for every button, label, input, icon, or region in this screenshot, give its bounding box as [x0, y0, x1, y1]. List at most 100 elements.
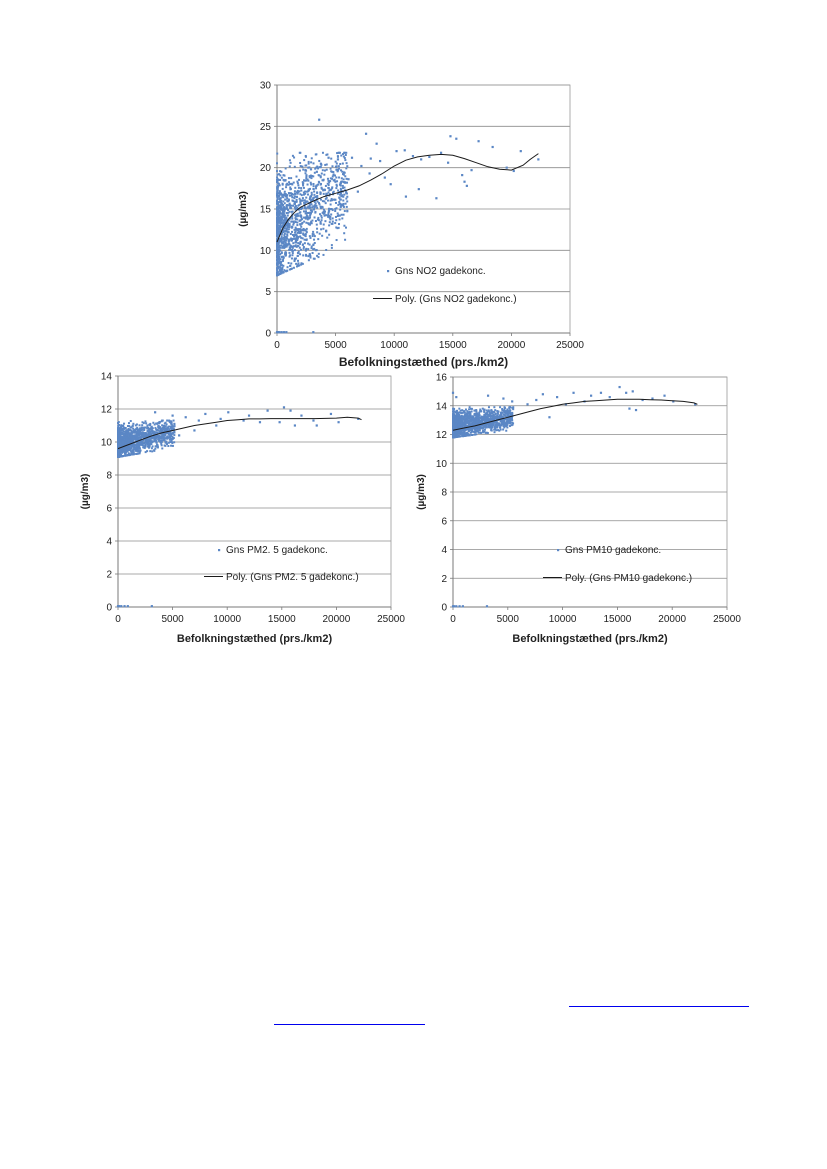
scatter-point: [304, 235, 307, 238]
scatter-point: [281, 187, 284, 190]
scatter-point: [297, 231, 300, 234]
scatter-point: [127, 431, 130, 434]
scatter-point: [161, 439, 164, 442]
scatter-point: [496, 422, 499, 425]
scatter-point: [298, 197, 301, 200]
scatter-point: [369, 157, 372, 160]
scatter-point: [157, 421, 160, 424]
scatter-point: [160, 440, 163, 443]
scatter-point: [335, 239, 338, 242]
scatter-point: [130, 445, 133, 448]
scatter-point: [325, 230, 328, 233]
scatter-point: [295, 200, 298, 203]
scatter-point: [478, 416, 481, 419]
y-tick-label: 4: [106, 537, 112, 548]
scatter-point: [287, 209, 290, 212]
scatter-point: [295, 240, 298, 243]
scatter-point: [166, 443, 169, 446]
hyperlink-underline[interactable]: [274, 1024, 425, 1025]
scatter-point: [301, 221, 304, 224]
scatter-point: [316, 183, 319, 186]
scatter-point: [298, 219, 301, 222]
scatter-point: [280, 225, 283, 228]
scatter-point: [140, 433, 143, 436]
scatter-point: [285, 219, 288, 222]
scatter-point: [345, 151, 348, 154]
scatter-point: [281, 231, 284, 234]
scatter-point: [276, 191, 279, 194]
scatter-point: [277, 234, 280, 237]
scatter-point: [485, 409, 488, 412]
scatter-point: [457, 434, 460, 437]
scatter-point: [300, 248, 303, 251]
scatter-point: [478, 424, 481, 427]
scatter-point: [292, 242, 295, 245]
x-tick-label: 20000: [322, 614, 350, 625]
scatter-point: [322, 227, 325, 230]
scatter-point: [322, 210, 325, 213]
scatter-point: [129, 448, 132, 451]
scatter-point: [293, 237, 296, 240]
scatter-point: [157, 425, 160, 428]
scatter-point: [283, 208, 286, 211]
scatter-point: [278, 197, 281, 200]
scatter-point: [491, 423, 494, 426]
scatter-point: [302, 233, 305, 236]
scatter-point: [511, 423, 514, 426]
scatter-point: [117, 448, 120, 451]
scatter-point: [344, 175, 347, 178]
y-tick-label: 5: [265, 287, 271, 298]
scatter-point: [329, 218, 332, 221]
scatter-point: [134, 428, 137, 431]
scatter-point: [124, 430, 127, 433]
scatter-point: [480, 415, 483, 418]
scatter-point: [135, 439, 138, 442]
scatter-point: [282, 174, 285, 177]
scatter-point: [323, 169, 326, 172]
scatter-point: [154, 426, 157, 429]
hyperlink-underline[interactable]: [569, 1006, 749, 1007]
y-tick-label: 0: [265, 329, 271, 340]
scatter-point: [672, 400, 675, 403]
scatter-point: [287, 223, 290, 226]
scatter-point: [160, 432, 163, 435]
scatter-point: [468, 429, 471, 432]
scatter-point: [452, 412, 455, 415]
scatter-point: [117, 438, 120, 441]
scatter-point: [285, 243, 288, 246]
scatter-point: [328, 181, 331, 184]
scatter-point: [144, 432, 147, 435]
scatter-point: [289, 186, 292, 189]
scatter-point: [286, 214, 289, 217]
scatter-point: [323, 214, 326, 217]
x-tick-label: 5000: [497, 614, 520, 625]
scatter-point: [325, 168, 328, 171]
scatter-point: [280, 331, 283, 334]
scatter-point: [142, 439, 145, 442]
scatter-point: [472, 422, 475, 425]
scatter-point: [279, 220, 282, 223]
scatter-point: [173, 434, 176, 437]
scatter-point: [479, 410, 482, 413]
scatter-point: [341, 217, 344, 220]
scatter-point: [480, 418, 483, 421]
scatter-point: [466, 410, 469, 413]
scatter-point: [279, 179, 282, 182]
scatter-point: [171, 438, 174, 441]
scatter-point: [309, 195, 312, 198]
scatter-point: [278, 244, 281, 247]
scatter-point: [282, 406, 286, 409]
scatter-point: [319, 162, 322, 165]
scatter-point: [314, 202, 317, 205]
scatter-point: [289, 245, 292, 248]
scatter-point: [312, 162, 315, 165]
scatter-point: [130, 426, 133, 429]
scatter-point: [488, 415, 491, 418]
y-axis-title: (µg/m3): [80, 474, 91, 510]
scatter-point: [468, 416, 471, 419]
scatter-point: [277, 206, 280, 209]
scatter-point: [281, 237, 284, 240]
scatter-point: [136, 435, 139, 438]
scatter-point: [455, 605, 458, 608]
scatter-point: [464, 417, 467, 420]
